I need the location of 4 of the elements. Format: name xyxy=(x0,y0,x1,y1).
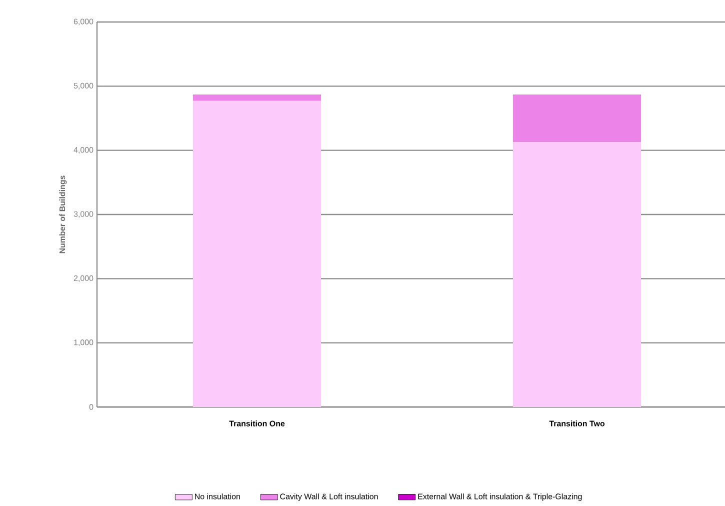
bar xyxy=(513,142,642,407)
bar xyxy=(193,100,322,407)
bar xyxy=(193,94,322,101)
bar xyxy=(513,94,642,142)
